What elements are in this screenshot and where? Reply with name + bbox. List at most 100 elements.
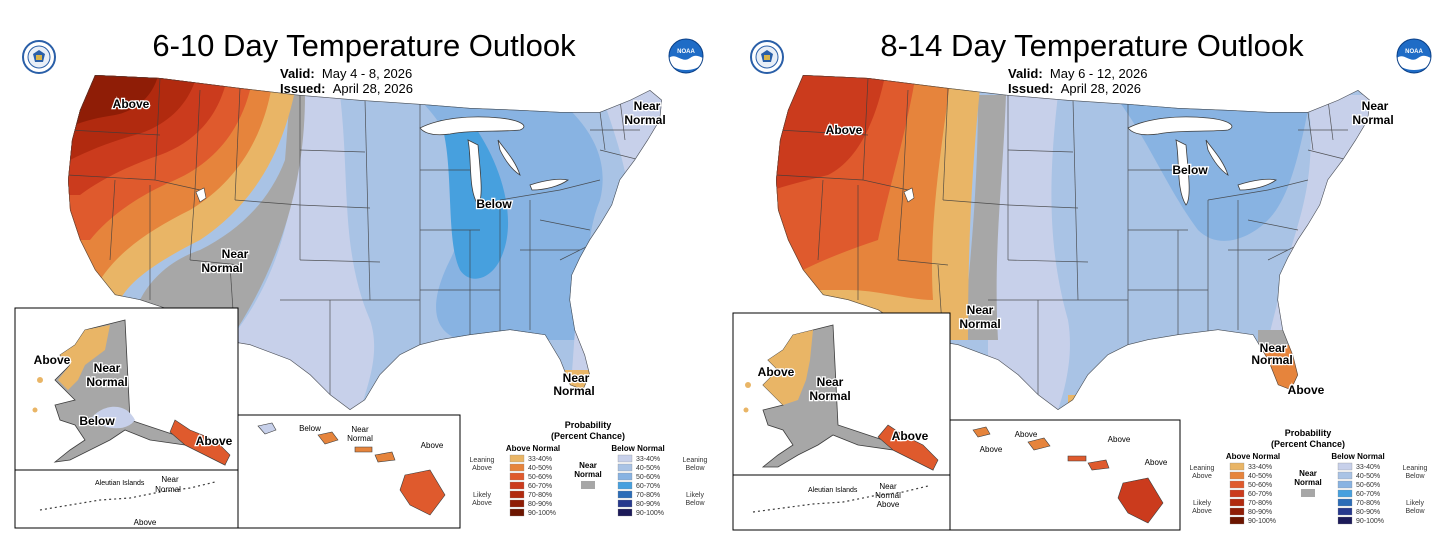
legend-likely-below-2: Below	[685, 500, 705, 507]
legend-right: Probability (Percent Chance) Above Norma…	[1190, 428, 1428, 525]
label-ak-se-above: Above	[196, 434, 233, 448]
legend-below-swatch	[1337, 471, 1353, 480]
legend-below-swatch	[617, 472, 633, 481]
legend-near-swatch	[1301, 489, 1315, 497]
label-ne-near-1: Near	[634, 99, 661, 113]
legend-below-range: 40-50%	[636, 465, 660, 472]
svg-text:NOAA: NOAA	[677, 49, 695, 55]
label-ak-near-2: Normal	[809, 389, 850, 403]
outlook-8-14-panel: Above Near Normal Near Normal Below Near…	[728, 0, 1456, 557]
legend-likely-below-2: Below	[1405, 508, 1425, 515]
page-title: 8-14 Day Temperature Outlook	[880, 28, 1304, 63]
legend-below-range: 80-90%	[636, 501, 660, 508]
label-al-near-2: Normal	[155, 485, 181, 494]
label-fl-above: Above	[1288, 383, 1325, 397]
legend-above-swatch	[1229, 498, 1245, 507]
label-central-near-1: Near	[967, 303, 994, 317]
label-al-above: Above	[134, 518, 157, 527]
label-al-near-1: Near	[879, 482, 897, 491]
legend-leaning-below-1: Leaning	[683, 457, 708, 464]
legend-below-swatch	[1337, 462, 1353, 471]
legend-above-header: Above Normal	[506, 444, 560, 453]
valid-value: May 4 - 8, 2026	[321, 66, 413, 81]
commerce-seal-icon	[750, 40, 784, 74]
issued-date: Issued: April 28, 2026	[280, 81, 413, 96]
legend-below-swatch	[617, 481, 633, 490]
hawaii-inset: Below Near Normal Above	[237, 414, 461, 529]
legend-above-range: 33-40%	[528, 456, 552, 463]
legend-above-swatch	[509, 463, 525, 472]
legend-above-swatch	[509, 499, 525, 508]
legend-below-header: Below Normal	[611, 444, 664, 453]
legend-above-range: 50-60%	[528, 474, 552, 481]
legend-likely-above-1: Likely	[1193, 500, 1211, 507]
legend-likely-above-2: Above	[472, 500, 492, 507]
label-hi-near-2: Normal	[347, 434, 373, 443]
legend-likely-below-1: Likely	[686, 492, 704, 499]
legend-likely-above-2: Above	[1192, 508, 1212, 515]
label-ak-se-above: Above	[892, 429, 929, 443]
legend-below-range: 33-40%	[1356, 464, 1380, 471]
legend-above-range: 80-90%	[1248, 509, 1272, 516]
label-aleutian: Aleutian Islands	[808, 487, 858, 494]
label-sw-near-1: Near	[222, 247, 249, 261]
legend-above-swatch	[1229, 516, 1245, 525]
label-al-above: Above	[877, 500, 900, 509]
label-hi-below: Below	[299, 424, 321, 433]
legend-above-range: 90-100%	[1248, 518, 1276, 525]
legend-likely-above-1: Likely	[473, 492, 491, 499]
legend-leaning-below-2: Below	[1405, 473, 1425, 480]
legend-above-range: 40-50%	[528, 465, 552, 472]
label-midwest-below: Below	[1172, 163, 1208, 177]
label-se-near-2: Normal	[1251, 353, 1292, 367]
noaa-logo-icon: NOAA	[1396, 38, 1432, 74]
label-ne-near-2: Normal	[624, 113, 665, 127]
label-central-near-2: Normal	[959, 317, 1000, 331]
label-hi-above-1: Above	[1015, 430, 1038, 439]
legend-near-swatch	[581, 481, 595, 489]
svg-text:NOAA: NOAA	[1405, 49, 1423, 55]
legend-below-range: 40-50%	[1356, 473, 1380, 480]
legend-below-range: 70-80%	[1356, 500, 1380, 507]
label-al-near-2: Normal	[875, 491, 901, 500]
legend-below-range: 60-70%	[636, 483, 660, 490]
issued-date: Issued: April 28, 2026	[1008, 81, 1141, 96]
legend-above-range: 60-70%	[528, 483, 552, 490]
legend-below-swatch	[1337, 498, 1353, 507]
label-hi-above-2: Above	[980, 445, 1003, 454]
alaska-inset: Above Near Normal Above Aleutian Islands…	[732, 312, 951, 531]
valid-dates: Valid: May 4 - 8, 2026	[280, 66, 412, 81]
hawaii-inset: Above Above Above Above	[949, 419, 1181, 531]
outlook-6-10-panel: Above Near Normal Near Normal Below Near…	[14, 28, 708, 529]
map-6-10: Above Near Normal Near Normal Below Near…	[14, 75, 708, 529]
commerce-seal-icon	[22, 40, 56, 74]
alaska-inset: Above Near Normal Below Above Aleutian I…	[14, 307, 239, 529]
legend-title-1: Probability	[565, 420, 612, 430]
legend-above-swatch	[1229, 471, 1245, 480]
legend-title-1: Probability	[1285, 428, 1332, 438]
legend-below-range: 50-60%	[1356, 482, 1380, 489]
valid-value: May 6 - 12, 2026	[1049, 66, 1148, 81]
legend-above-range: 70-80%	[1248, 500, 1272, 507]
legend-above-swatch	[509, 490, 525, 499]
legend-above-swatch	[509, 508, 525, 517]
label-ak-below: Below	[79, 414, 115, 428]
legend-above-swatch	[509, 454, 525, 463]
label-ne-near-1: Near	[1362, 99, 1389, 113]
legend-title-2: (Percent Chance)	[1271, 439, 1345, 449]
legend-above-range: 70-80%	[528, 492, 552, 499]
legend-below-range: 70-80%	[636, 492, 660, 499]
map-8-14: Above Near Normal Near Normal Below Near…	[732, 75, 1428, 531]
label-nw-above: Above	[826, 123, 863, 137]
legend-leaning-above-2: Above	[1192, 473, 1212, 480]
legend-leaning-below-1: Leaning	[1403, 465, 1428, 472]
legend-above-swatch	[1229, 480, 1245, 489]
label-hi-above-4: Above	[1145, 458, 1168, 467]
legend-below-swatch	[1337, 480, 1353, 489]
legend-below-swatch	[1337, 489, 1353, 498]
legend-above-range: 40-50%	[1248, 473, 1272, 480]
issued-value: April 28, 2026	[1060, 81, 1141, 96]
legend-below-range: 90-100%	[1356, 518, 1384, 525]
label-midwest-below: Below	[476, 197, 512, 211]
legend-below-swatch	[617, 454, 633, 463]
